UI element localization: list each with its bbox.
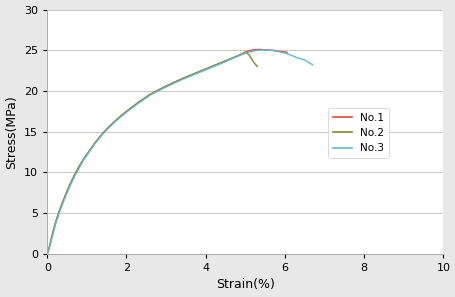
X-axis label: Strain(%): Strain(%) [216,279,274,291]
Y-axis label: Stress(MPa): Stress(MPa) [5,95,19,169]
Legend: No.1, No.2, No.3: No.1, No.2, No.3 [327,108,389,158]
